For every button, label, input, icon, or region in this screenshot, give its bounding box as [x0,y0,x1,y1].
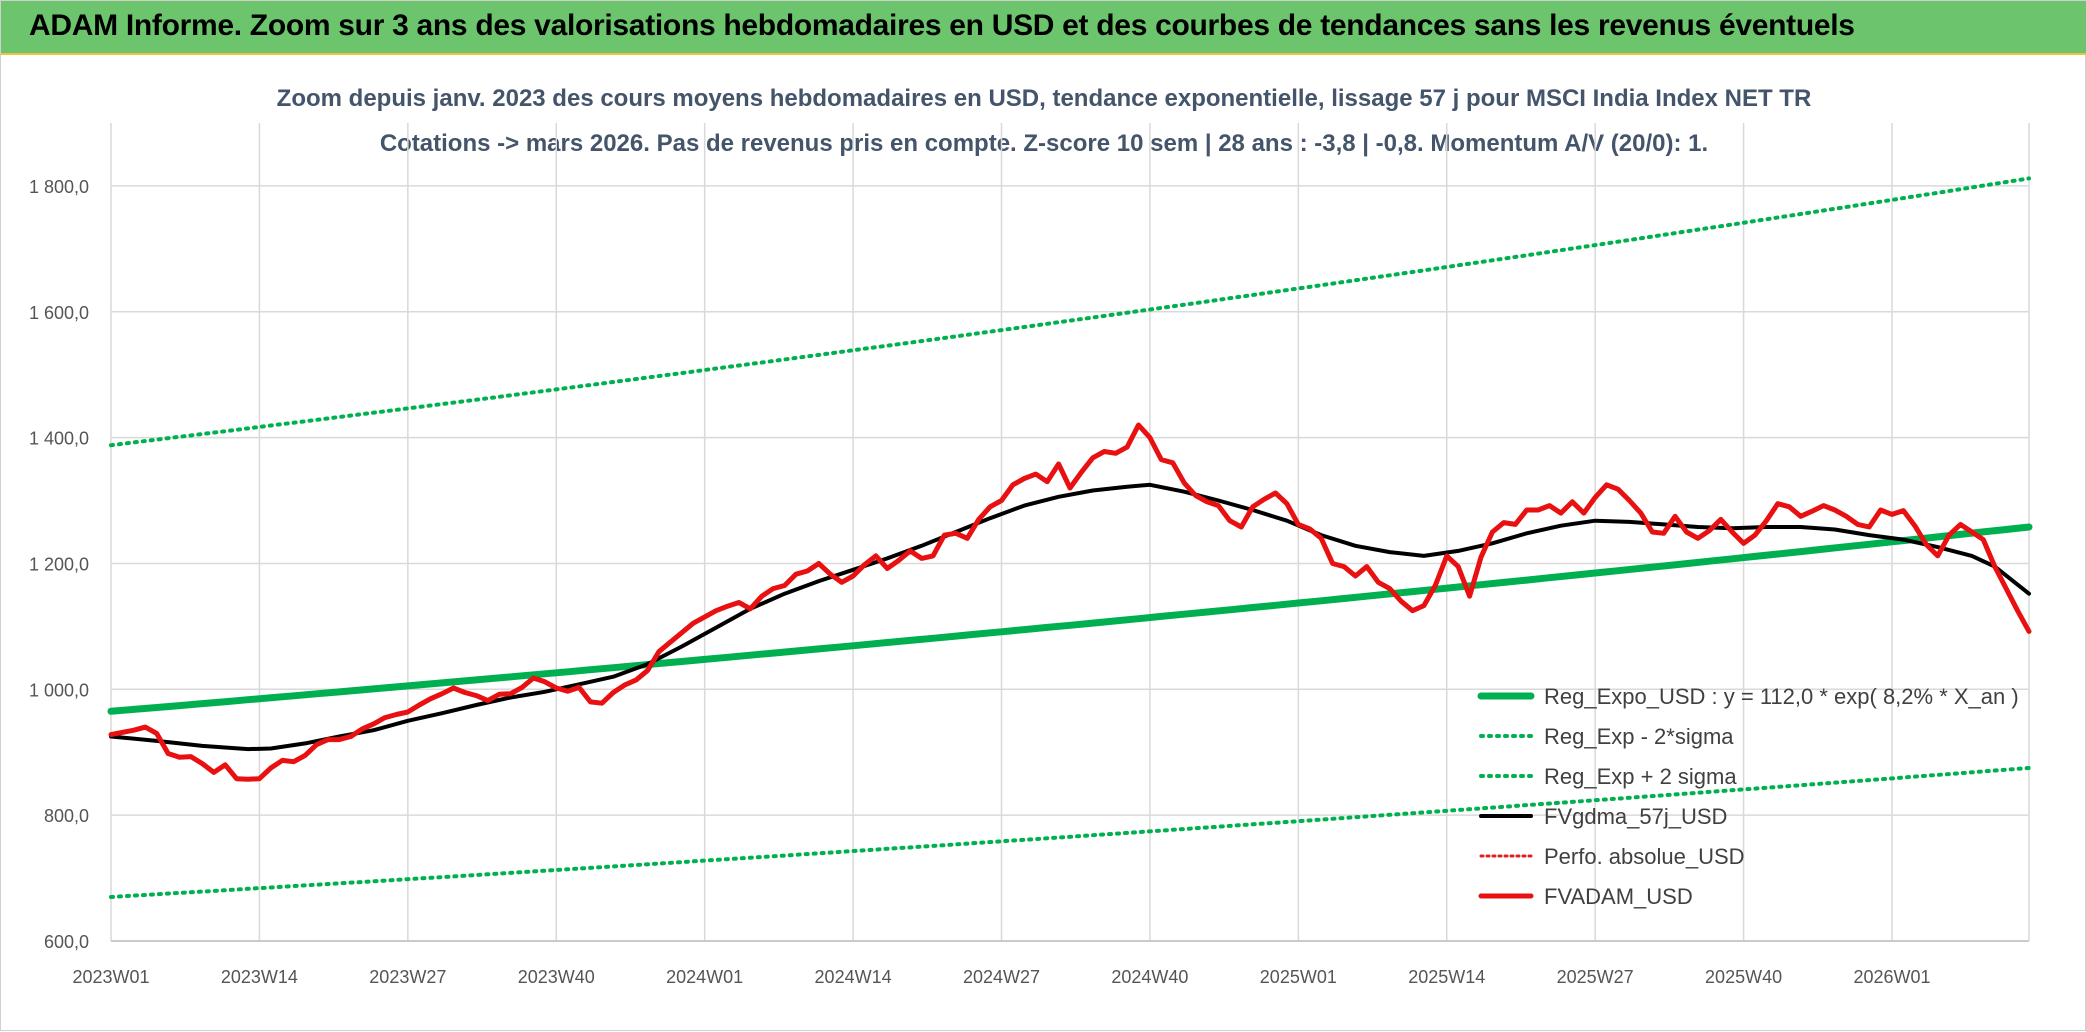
x-tick-label: 2025W27 [1557,967,1634,987]
x-tick-label: 2024W01 [666,967,743,987]
legend-label: Reg_Expo_USD : y = 112,0 * exp( 8,2% * X… [1544,684,2019,709]
legend-label: Reg_Exp + 2 sigma [1544,764,1737,789]
x-axis: 2023W01 2023W14 2023W27 2023W40 2024W01 2024W… [72,967,1930,987]
page-title: ADAM Informe. Zoom sur 3 ans des valoris… [29,9,1855,42]
grid [110,123,2030,942]
y-tick-label: 600,0 [44,932,89,952]
x-tick-label: 2023W27 [369,967,446,987]
x-tick-label: 2023W01 [72,967,149,987]
legend: Reg_Expo_USD : y = 112,0 * exp( 8,2% * X… [1477,684,2019,909]
x-tick-label: 2025W01 [1260,967,1337,987]
x-tick-label: 2023W14 [221,967,298,987]
legend-label: Reg_Exp - 2*sigma [1544,724,1734,749]
legend-label: FVADAM_USD [1544,884,1693,909]
chart-title: Zoom depuis janv. 2023 des cours moyens … [276,85,1812,112]
x-tick-label: 2025W14 [1408,967,1485,987]
series-line-0 [107,523,2033,715]
legend-label: FVgdma_57j_USD [1544,804,1727,829]
y-tick-label: 1 200,0 [29,554,89,574]
x-tick-label: 2024W14 [815,967,892,987]
series-line-5 [108,422,2032,782]
y-tick-label: 1 600,0 [29,303,89,323]
title-banner: ADAM Informe. Zoom sur 3 ans des valoris… [1,1,2086,55]
x-tick-label: 2025W40 [1705,967,1782,987]
y-tick-label: 800,0 [44,806,89,826]
series-line-2 [109,176,2031,448]
legend-label: Perfo. absolue_USD [1544,844,1745,869]
series-lines [107,176,2033,899]
x-tick-label: 2024W27 [963,967,1040,987]
chart-subtitle: Cotations -> mars 2026. Pas de revenus p… [379,130,1709,157]
y-tick-label: 1 000,0 [29,680,89,700]
x-tick-label: 2026W01 [1853,967,1930,987]
series-line-1 [109,766,2031,899]
y-axis: 600,0 800,0 1 000,0 1 200,0 1 400,0 1 600,0 1 … [29,177,89,952]
x-tick-label: 2023W40 [518,967,595,987]
y-tick-label: 1 400,0 [29,429,89,449]
series-line-3 [109,482,2031,752]
x-tick-label: 2024W40 [1111,967,1188,987]
y-tick-label: 1 800,0 [29,177,89,197]
